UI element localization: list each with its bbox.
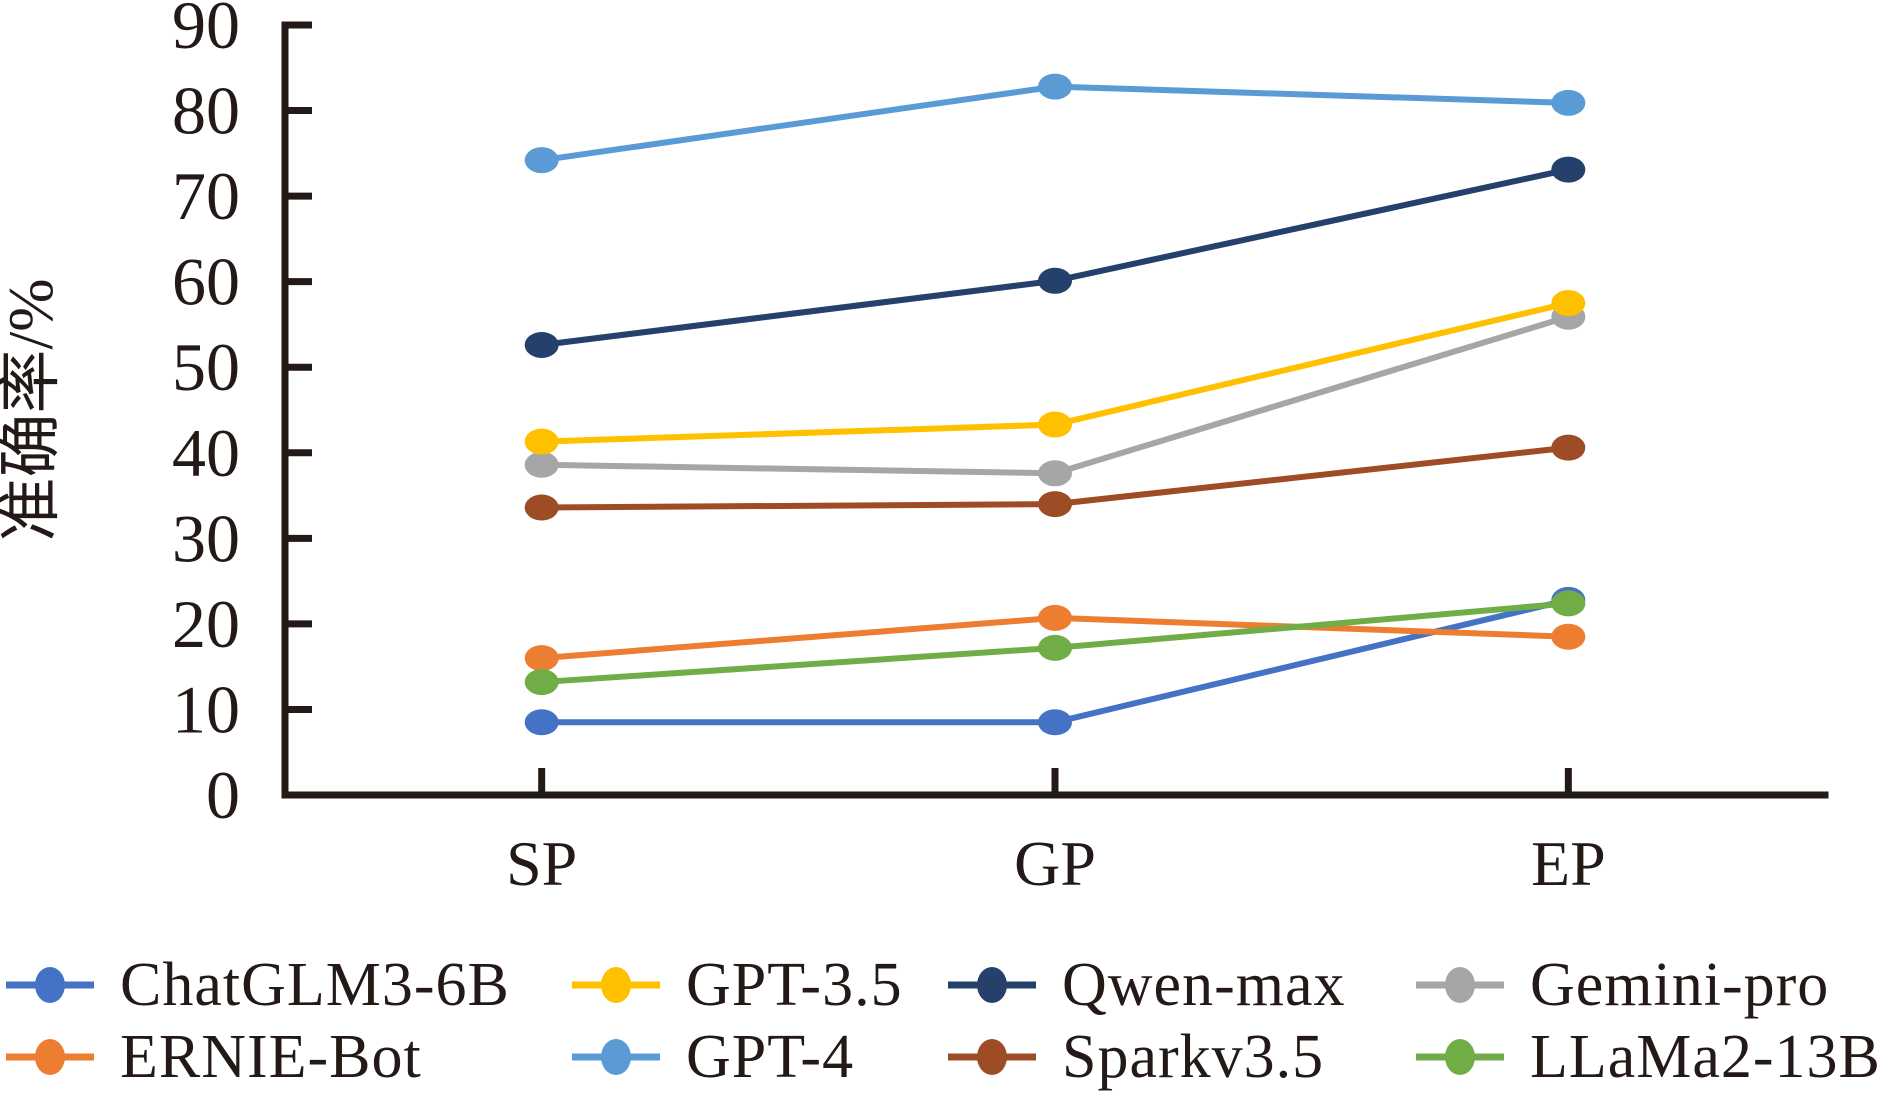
data-point xyxy=(1551,590,1586,617)
legend-item-Gemini-pro: Gemini-pro xyxy=(1416,953,1829,1017)
legend-marker-Gemini-pro xyxy=(1416,967,1504,1003)
series-GPT-3.5 xyxy=(524,290,1586,455)
legend-item-LLaMa2-13B: LLaMa2-13B xyxy=(1416,1025,1881,1089)
legend-marker-ChatGLM3-6B xyxy=(6,967,94,1003)
data-point xyxy=(1038,604,1072,631)
y-tick-label: 60 xyxy=(172,244,240,320)
data-point xyxy=(524,709,559,736)
data-point xyxy=(1551,89,1586,116)
line-chart: 0 10 20 30 40 50 60 70 80 90 SP GP EP 准确率/% xyxy=(0,0,1829,899)
data-point xyxy=(1551,290,1586,317)
data-point xyxy=(1038,411,1072,438)
series-Gemini-pro xyxy=(524,303,1586,487)
legend-item-ChatGLM3-6B: ChatGLM3-6B xyxy=(6,953,510,1017)
data-point xyxy=(524,494,559,521)
legend-dot xyxy=(601,1039,631,1075)
series-ERNIE-Bot xyxy=(524,604,1586,672)
legend-marker-Qwen-max xyxy=(948,967,1036,1003)
data-point xyxy=(1551,156,1586,183)
data-point xyxy=(1038,73,1072,100)
y-tick-label: 0 xyxy=(206,757,240,833)
y-tick-label: 30 xyxy=(172,500,240,576)
data-point xyxy=(1038,491,1072,518)
y-tick-label: 20 xyxy=(172,586,240,662)
x-category-label: GP xyxy=(1014,828,1096,899)
series-GPT-4 xyxy=(524,73,1586,174)
y-tick-label: 90 xyxy=(172,0,240,63)
legend-label: LLaMa2-13B xyxy=(1530,1023,1881,1091)
legend-dot xyxy=(977,1039,1007,1075)
legend-dot xyxy=(601,967,631,1003)
axes xyxy=(281,21,1829,799)
data-point xyxy=(524,645,559,672)
data-point xyxy=(1038,634,1072,661)
y-axis-title: 准确率/% xyxy=(0,278,66,541)
legend-label: ChatGLM3-6B xyxy=(120,951,510,1019)
data-point xyxy=(524,669,559,696)
legend-item-Qwen-max: Qwen-max xyxy=(948,953,1345,1017)
legend-item-ERNIE-Bot: ERNIE-Bot xyxy=(6,1025,422,1089)
series-Sparkv3.5 xyxy=(524,434,1586,521)
data-point xyxy=(1551,623,1586,650)
data-point xyxy=(524,147,559,174)
data-point xyxy=(1038,267,1072,294)
y-tick-label: 10 xyxy=(172,671,240,747)
legend-item-GPT-3.5: GPT-3.5 xyxy=(572,953,903,1017)
legend-marker-LLaMa2-13B xyxy=(1416,1039,1504,1075)
legend-dot xyxy=(1445,967,1475,1003)
series-line xyxy=(538,166,1572,348)
legend-marker-GPT-3.5 xyxy=(572,967,660,1003)
y-tick-label: 80 xyxy=(172,73,240,149)
legend-label: GPT-3.5 xyxy=(686,951,903,1019)
series-Qwen-max xyxy=(524,156,1586,358)
legend-label: Qwen-max xyxy=(1062,951,1346,1019)
legend-item-Sparkv3.5: Sparkv3.5 xyxy=(948,1025,1324,1089)
legend-marker-ERNIE-Bot xyxy=(6,1039,94,1075)
y-tick-label: 40 xyxy=(172,415,240,491)
data-point xyxy=(524,428,559,455)
y-tick-label: 70 xyxy=(172,158,240,234)
x-category-label: EP xyxy=(1531,828,1606,899)
data-point xyxy=(524,451,559,478)
legend-label: Sparkv3.5 xyxy=(1062,1023,1325,1091)
x-category-label: SP xyxy=(506,828,577,899)
legend-dot xyxy=(977,967,1007,1003)
data-point xyxy=(1038,709,1072,736)
legend-label: Gemini-pro xyxy=(1530,951,1830,1019)
legend-marker-Sparkv3.5 xyxy=(948,1039,1036,1075)
legend-dot xyxy=(1445,1039,1475,1075)
data-point xyxy=(524,331,559,358)
series-LLaMa2-13B xyxy=(524,590,1586,696)
legend-dot xyxy=(35,967,65,1003)
data-point xyxy=(1551,434,1586,461)
legend-dot xyxy=(35,1039,65,1075)
legend-marker-GPT-4 xyxy=(572,1039,660,1075)
legend-label: GPT-4 xyxy=(686,1023,855,1091)
legend-item-GPT-4: GPT-4 xyxy=(572,1025,854,1089)
y-tick-label: 50 xyxy=(172,329,240,405)
data-point xyxy=(1038,460,1072,487)
legend-label: ERNIE-Bot xyxy=(120,1023,422,1091)
